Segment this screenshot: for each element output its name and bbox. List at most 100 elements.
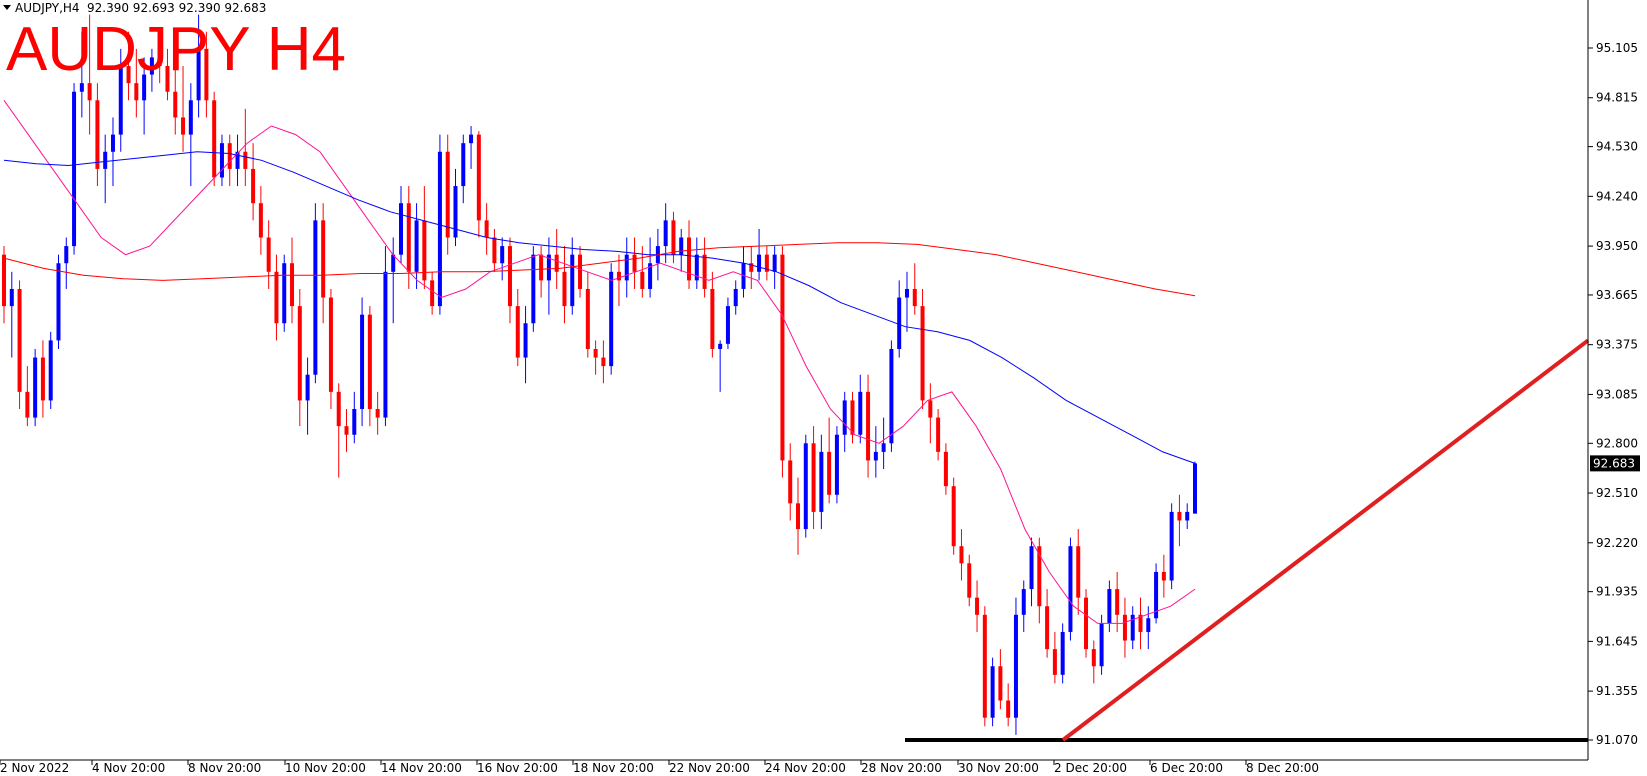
candle <box>593 340 598 375</box>
candle-body <box>305 374 310 401</box>
candle <box>858 374 863 444</box>
candle <box>1006 683 1011 727</box>
candle <box>126 31 131 101</box>
candle-body <box>725 306 730 344</box>
candle <box>149 48 154 92</box>
candle <box>17 280 22 410</box>
candle <box>749 246 754 289</box>
candle-body <box>422 220 427 281</box>
candle <box>1115 571 1120 632</box>
candle-body <box>79 83 84 92</box>
time-tick-label: 2 Dec 20:00 <box>1054 761 1127 775</box>
candle <box>188 83 193 187</box>
candle-body <box>718 343 723 349</box>
candle-body <box>344 426 349 435</box>
candle <box>1013 597 1018 735</box>
candle <box>274 254 279 341</box>
candle-body <box>2 254 6 307</box>
candle <box>772 246 777 289</box>
candle-body <box>500 246 505 264</box>
candle-body <box>1029 546 1034 590</box>
price-tick-label: 91.935 <box>1596 585 1638 599</box>
candle-body <box>694 254 699 281</box>
candle <box>819 434 824 530</box>
candle <box>764 246 769 281</box>
candle <box>811 426 816 530</box>
candle <box>679 228 684 272</box>
candle-body <box>414 220 419 272</box>
candle-body <box>227 143 232 169</box>
candle-body <box>1169 511 1174 581</box>
candle <box>912 263 917 315</box>
trendline[interactable] <box>1061 338 1590 742</box>
candle-body <box>383 271 388 418</box>
candle-body <box>928 400 933 418</box>
candle <box>1076 529 1081 615</box>
candle-body <box>733 288 738 307</box>
candle-body <box>1122 614 1127 641</box>
candle <box>1021 580 1026 632</box>
candle-body <box>453 186 458 238</box>
candle <box>110 117 115 187</box>
candle-body <box>375 409 380 418</box>
candle-body <box>1115 589 1120 615</box>
candle-body <box>539 254 544 281</box>
candle-body <box>196 48 201 101</box>
candle <box>780 246 785 478</box>
candle <box>648 237 653 298</box>
candle <box>1068 537 1073 641</box>
candle-body <box>1013 614 1018 718</box>
candle-body <box>741 263 746 289</box>
candle <box>103 134 108 204</box>
candle-body <box>1130 614 1135 641</box>
candle <box>507 237 512 324</box>
candle-body <box>671 220 676 255</box>
candle <box>414 203 419 289</box>
candle-body <box>328 297 333 392</box>
candle <box>251 143 256 221</box>
candle <box>1060 623 1065 684</box>
candle <box>367 306 372 427</box>
candle <box>1084 589 1089 658</box>
candle <box>1138 597 1143 650</box>
candle <box>422 186 427 289</box>
candle-body <box>492 237 497 264</box>
candle-body <box>803 443 808 530</box>
dropdown-triangle-icon[interactable] <box>3 5 11 10</box>
candle <box>998 649 1003 710</box>
price-tick-label: 91.070 <box>1596 733 1638 747</box>
candle-body <box>235 151 240 169</box>
candle-body <box>523 323 528 358</box>
candle <box>546 237 551 315</box>
candle-body <box>990 666 995 718</box>
candle <box>360 297 365 427</box>
candle-body <box>204 48 209 101</box>
candle-body <box>406 203 411 272</box>
candle-body <box>1045 606 1050 650</box>
candle-body <box>515 306 520 358</box>
candle <box>842 391 847 452</box>
candle <box>718 340 723 392</box>
candle-body <box>757 254 762 272</box>
candle-body <box>33 357 38 418</box>
moving-average-mid <box>3 151 1196 464</box>
candle <box>64 237 69 289</box>
candle <box>305 357 310 435</box>
candle-body <box>912 288 917 307</box>
candle <box>515 288 520 367</box>
candle <box>56 254 61 349</box>
candle <box>725 297 730 349</box>
candle <box>118 48 123 152</box>
candle-body <box>103 151 108 169</box>
candle <box>219 134 224 187</box>
candle-body <box>1185 511 1190 521</box>
candle <box>430 271 435 315</box>
candle-body <box>118 66 123 135</box>
candle-body <box>850 400 855 435</box>
candle <box>1099 614 1104 675</box>
candle-body <box>1060 631 1065 675</box>
candle <box>562 246 567 324</box>
candle <box>157 31 162 84</box>
